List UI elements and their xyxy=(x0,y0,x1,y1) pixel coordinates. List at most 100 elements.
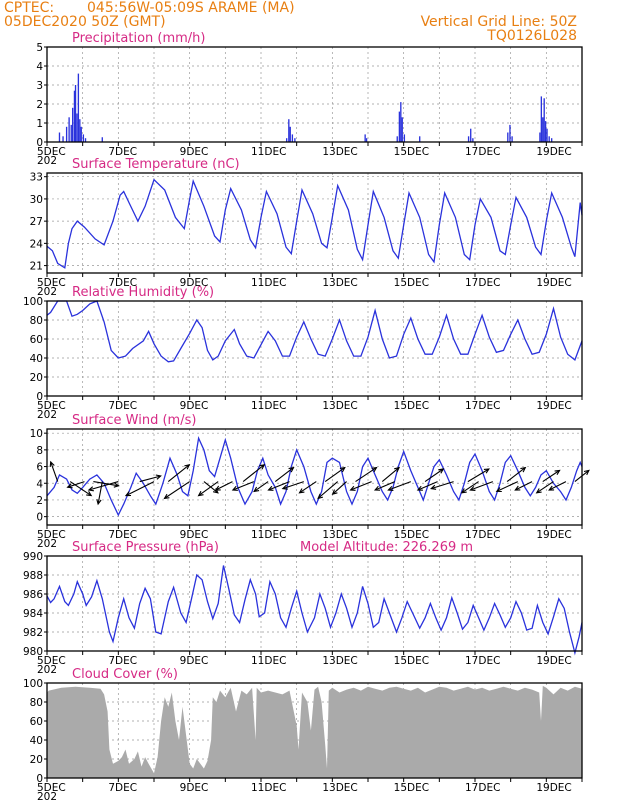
wind-vector-head xyxy=(214,485,221,491)
y-tick-label: 6 xyxy=(36,462,43,474)
y-tick-label: 80 xyxy=(30,315,43,327)
panel-frame xyxy=(46,682,583,779)
header-grid-note: Vertical Grid Line: 50Z xyxy=(421,14,577,30)
x-tick-label: 11DEC xyxy=(251,277,286,289)
panel-precip: Precipitation (mm/h) 0 1 2 3 4 5 5DEC 7DEC 9DEC 11… xyxy=(36,31,583,167)
precip-bar xyxy=(472,138,474,142)
y-tick-label: 20 xyxy=(30,754,43,766)
header-center: CPTEC: xyxy=(4,0,54,16)
wind-vector-head xyxy=(438,468,445,474)
x-tick-label: 7DEC xyxy=(108,400,137,412)
panels: Precipitation (mm/h) 0 1 2 3 4 5 5DEC 7DEC 9DEC 11… xyxy=(23,31,590,800)
wind-vector xyxy=(69,481,92,497)
panel-frame xyxy=(46,428,583,526)
wind-vector-head xyxy=(554,469,561,475)
wind-vector-head xyxy=(253,486,260,493)
wind-vector xyxy=(317,481,339,499)
x-tick-label: 5DEC xyxy=(37,146,66,158)
y-tick-label: 20 xyxy=(30,372,43,384)
panel-wind: Surface Wind (m/s) 0 2 4 6 8 10 5DEC 7DEC 9DEC 11D… xyxy=(30,413,590,550)
precip-bar xyxy=(396,136,398,142)
x-tick-label: 19DEC xyxy=(536,146,571,158)
panel-pressure: Surface Pressure (hPa) 980 982 984 986 988 990… xyxy=(23,540,583,676)
wind-vector-head xyxy=(317,493,324,500)
wind-vector-head xyxy=(387,486,394,491)
wind-vector xyxy=(282,481,304,490)
wind-vector xyxy=(67,481,85,488)
wind-vector xyxy=(431,481,454,490)
y-tick-label: 0 xyxy=(36,391,43,403)
panel-title: Relative Humidity (%) xyxy=(72,285,214,300)
wind-vector xyxy=(424,468,444,483)
x-tick-label: 11DEC xyxy=(251,782,286,794)
precip-bar xyxy=(77,73,80,142)
wind-vector xyxy=(388,481,411,491)
precip-bar xyxy=(543,98,545,142)
x-tick-label: 9DEC xyxy=(180,146,209,158)
x-tick-label: 13DEC xyxy=(322,655,357,667)
x-tick-label: 11DEC xyxy=(251,400,286,412)
wind-vector xyxy=(381,467,400,483)
x-tick-label: 19DEC xyxy=(536,400,571,412)
panel-frame xyxy=(46,46,583,143)
panel-title: Surface Temperature (nC) xyxy=(72,157,240,172)
x-tick-label: 15DEC xyxy=(394,400,429,412)
wind-vector xyxy=(274,467,294,483)
precip-bar xyxy=(401,117,403,142)
wind-vector-head xyxy=(469,486,476,491)
x-tick-label: 13DEC xyxy=(322,277,357,289)
precip-bar xyxy=(101,137,103,142)
x-tick-label: 15DEC xyxy=(394,146,429,158)
precip-bar xyxy=(80,126,82,142)
precip-bar xyxy=(419,136,421,142)
x-tick-label: 7DEC xyxy=(108,277,137,289)
panel-cloud: Cloud Cover (%) 0 20 40 60 80 100 5DEC 7DEC 9DEC 1… xyxy=(23,667,583,800)
panel-frame xyxy=(46,555,583,652)
y-tick-label: 80 xyxy=(30,697,43,709)
panel-temp: Surface Temperature (nC) 21 24 27 30 33 5DEC 7D… xyxy=(30,157,583,298)
precip-bar xyxy=(291,134,294,142)
x-tick-label: 17DEC xyxy=(465,400,500,412)
precip-bar xyxy=(76,113,78,142)
x-tick-label: 15DEC xyxy=(394,655,429,667)
wind-vector xyxy=(139,475,161,483)
y-tick-label: 5 xyxy=(36,42,43,54)
precip-bar xyxy=(74,85,77,142)
x-tick-label: 13DEC xyxy=(322,529,357,541)
precip-bar xyxy=(294,138,296,142)
wind-vector xyxy=(88,481,119,491)
wind-vector-head xyxy=(281,484,288,490)
x-tick-label: 5DEC xyxy=(37,277,66,289)
wind-vector xyxy=(232,481,255,491)
x-tick-label: 7DEC xyxy=(108,146,137,158)
precip-bar xyxy=(286,138,288,142)
temp-series-line xyxy=(46,178,583,269)
x-tick-label: 15DEC xyxy=(394,529,429,541)
header-location: 045:56W-05:09S ARAME (MA) xyxy=(87,0,295,16)
wind-vector-head xyxy=(349,485,356,491)
y-tick-label: 60 xyxy=(30,334,43,346)
y-tick-label: 27 xyxy=(30,216,43,228)
precip-bar xyxy=(544,121,547,142)
wind-vector-head xyxy=(535,488,542,494)
wind-vector xyxy=(242,464,265,483)
wind-vector xyxy=(97,481,103,505)
wind-vector xyxy=(93,481,119,487)
y-tick-label: 0 xyxy=(36,137,43,149)
x-tick-label: 13DEC xyxy=(322,400,357,412)
wind-vector-head xyxy=(429,484,437,490)
precip-bar xyxy=(79,119,81,142)
precip-bar xyxy=(72,107,74,142)
wind-vector-head xyxy=(288,466,295,473)
precip-bar xyxy=(289,126,291,142)
x-tick-label: 11DEC xyxy=(251,146,286,158)
wind-vector-head xyxy=(495,487,502,493)
wind-vector-head xyxy=(394,466,401,473)
wind-vector xyxy=(470,481,494,491)
wind-vector xyxy=(164,481,190,499)
precip-bar xyxy=(539,132,541,142)
panel-title: Cloud Cover (%) xyxy=(72,667,178,682)
y-tick-label: 982 xyxy=(23,627,43,639)
wind-vector xyxy=(50,461,59,482)
x-tick-label: 5DEC xyxy=(37,400,66,412)
